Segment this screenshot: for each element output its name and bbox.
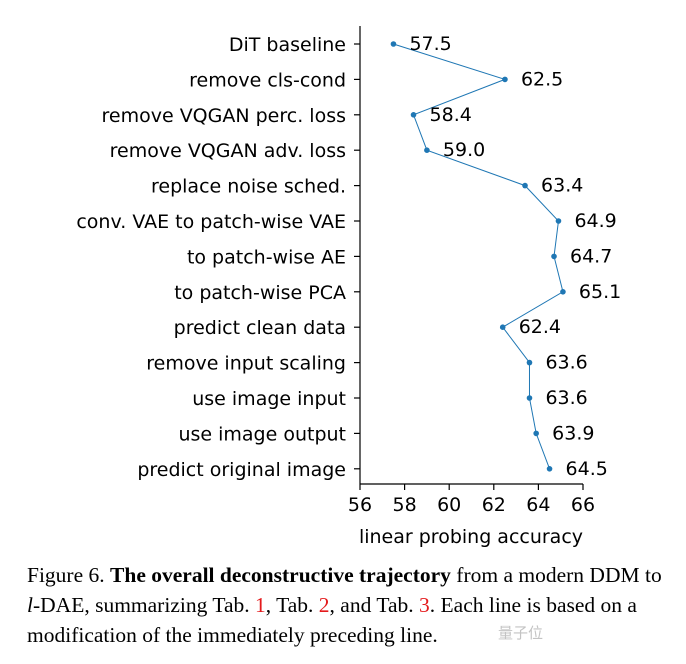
y-tick-label: replace noise sched. <box>151 176 346 198</box>
data-point <box>526 395 533 401</box>
data-label: 63.4 <box>541 175 583 197</box>
data-label: 64.5 <box>566 458 608 480</box>
x-axis-title: linear probing accuracy <box>359 526 583 548</box>
series-line <box>393 43 564 469</box>
chart: 56 58 60 62 64 66 DiT baseline remove cls-cond r… <box>76 26 621 548</box>
caption-ref-table-3[interactable]: 3 <box>419 593 430 617</box>
caption-prefix: Figure 6. <box>27 563 111 587</box>
data-label: 59.0 <box>443 139 485 161</box>
data-point <box>560 289 566 295</box>
watermark: 量子位 <box>498 624 544 642</box>
data-label: 63.9 <box>552 422 594 444</box>
figure-caption: Figure 6. The overall deconstructive tra… <box>27 560 667 650</box>
data-point <box>522 182 528 189</box>
y-tick-label: use image output <box>178 423 346 445</box>
x-tick-label: 56 <box>348 494 372 516</box>
x-tick-label: 60 <box>437 494 461 516</box>
data-point <box>526 359 533 366</box>
data-point <box>555 218 562 224</box>
caption-ref-table-2[interactable]: 2 <box>318 593 330 617</box>
y-tick-label: remove VQGAN adv. loss <box>110 140 346 162</box>
y-tick-label: predict clean data <box>174 317 346 339</box>
data-label: 57.5 <box>409 33 451 55</box>
y-tick-label: predict original image <box>137 459 346 481</box>
data-point <box>533 430 539 437</box>
caption-text-1: from a modern DDM to <box>450 563 662 587</box>
data-point <box>546 466 553 472</box>
data-label: 58.4 <box>430 104 472 126</box>
y-tick-label: conv. VAE to patch-wise VAE <box>76 211 346 233</box>
caption-text-5: . Each line is based on a modification o… <box>27 593 637 647</box>
data-label: 63.6 <box>545 387 587 409</box>
x-tick-label: 66 <box>571 494 595 516</box>
y-tick-label: to patch-wise PCA <box>174 282 346 304</box>
data-label: 62.4 <box>519 316 561 338</box>
y-tick-label: use image input <box>192 388 346 410</box>
data-point <box>502 76 508 83</box>
data-label: 62.5 <box>521 68 563 90</box>
y-tick-label: remove input scaling <box>146 353 346 375</box>
caption-italic: l <box>27 593 33 617</box>
data-label: 64.9 <box>574 210 616 232</box>
data-label: 64.7 <box>570 245 612 267</box>
y-tick-label: remove cls-cond <box>189 69 346 91</box>
data-point <box>551 253 557 260</box>
data-point <box>410 112 417 118</box>
caption-text-3: , Tab. <box>265 593 319 617</box>
y-tick-label: remove VQGAN perc. loss <box>102 105 347 127</box>
data-point <box>424 147 430 153</box>
x-tick-label: 58 <box>393 494 417 516</box>
caption-text-4: , and Tab. <box>329 593 420 617</box>
x-tick-label: 64 <box>526 494 550 516</box>
caption-bold: The overall deconstructive trajectory <box>110 563 451 587</box>
data-label: 63.6 <box>545 352 587 374</box>
x-tick-label: 62 <box>482 494 506 516</box>
y-tick-label: DiT baseline <box>229 34 346 56</box>
data-point <box>390 41 397 47</box>
caption-text-2: -DAE, summarizing Tab. <box>32 593 255 617</box>
data-label: 65.1 <box>579 281 621 303</box>
plot-area: 56 58 60 62 64 66 DiT baseline remove cls-cond r… <box>76 26 621 516</box>
y-tick-label: to patch-wise AE <box>187 246 346 268</box>
data-point <box>499 324 506 331</box>
caption-ref-table-1[interactable]: 1 <box>255 593 266 617</box>
